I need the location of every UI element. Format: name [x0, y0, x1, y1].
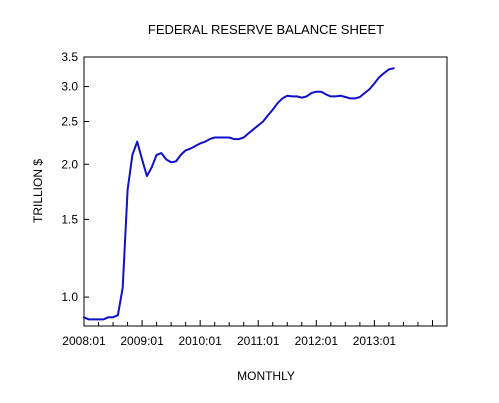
x-tick-label: 2010:01 — [178, 334, 222, 348]
plot-area — [83, 56, 448, 327]
chart-title: FEDERAL RESERVE BALANCE SHEET — [148, 22, 384, 37]
x-tick-label: 2009:01 — [120, 334, 164, 348]
y-tick-label: 3.5 — [61, 50, 78, 64]
y-tick-label: 2.5 — [61, 114, 78, 128]
y-axis: 1.0 1.5 2.0 2.5 3.0 3.5 — [61, 50, 89, 304]
y-tick-label: 1.0 — [61, 290, 78, 304]
x-tick-label: 2013:01 — [353, 334, 397, 348]
x-tick-label: 2008:01 — [62, 334, 106, 348]
y-tick-label: 1.5 — [61, 212, 78, 226]
series-line — [83, 67, 395, 321]
y-tick-label: 3.0 — [61, 80, 78, 94]
series-layer — [83, 67, 395, 321]
x-tick-label: 2012:01 — [295, 334, 339, 348]
x-axis-label: MONTHLY — [237, 369, 295, 383]
y-tick-label: 2.0 — [61, 157, 78, 171]
x-axis: 2008:01 2009:01 2010:01 2011:01 2012:01 2013:… — [62, 320, 448, 348]
x-tick-label: 2011:01 — [237, 334, 280, 348]
y-axis-label: TRILLION $ — [31, 159, 45, 223]
